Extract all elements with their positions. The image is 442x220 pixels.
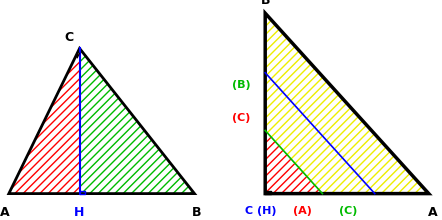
Polygon shape <box>265 73 375 194</box>
Polygon shape <box>9 48 80 194</box>
Polygon shape <box>80 48 194 194</box>
Text: C (H): C (H) <box>245 206 277 216</box>
Text: B: B <box>260 0 270 7</box>
Text: A: A <box>0 206 9 219</box>
Text: B: B <box>192 206 202 219</box>
Text: A: A <box>428 206 438 219</box>
Text: (A): (A) <box>293 206 312 216</box>
Polygon shape <box>265 73 375 194</box>
Polygon shape <box>265 13 429 194</box>
Text: (C): (C) <box>339 206 358 216</box>
Text: C: C <box>64 31 73 44</box>
Text: (C): (C) <box>232 113 250 123</box>
Text: (B): (B) <box>232 80 250 90</box>
Text: H: H <box>74 206 85 219</box>
